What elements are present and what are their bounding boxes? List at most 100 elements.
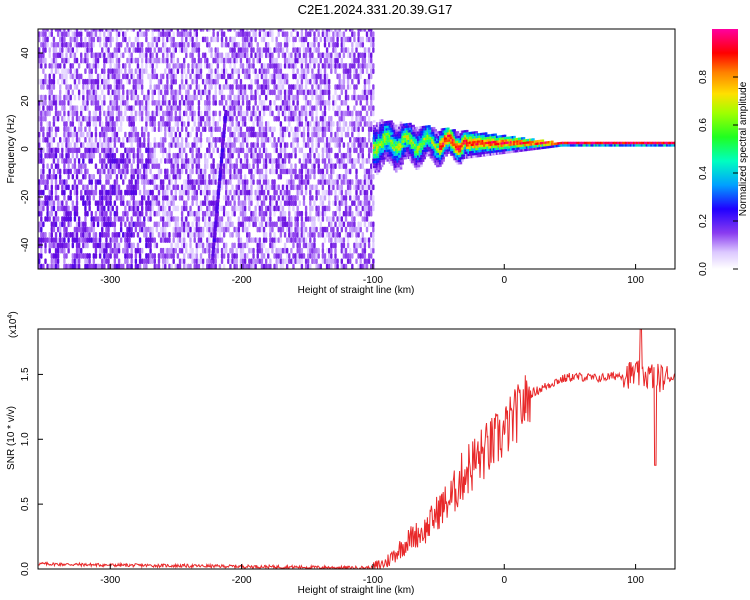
- spectrogram-cell: [75, 200, 79, 206]
- spectrogram-cell: [304, 258, 308, 265]
- spectrogram-cell: [187, 31, 190, 37]
- spectrogram-cell: [340, 226, 344, 233]
- spectrogram-cell: [237, 31, 241, 37]
- spectrogram-cell: [38, 94, 41, 101]
- spectrogram-cell: [269, 258, 272, 265]
- spectrogram-cell: [63, 100, 66, 106]
- spectrogram-cell: [250, 184, 253, 191]
- spectrogram-cell: [233, 195, 236, 201]
- spectrogram-cell: [281, 184, 285, 191]
- spectrogram-cell: [92, 173, 96, 180]
- spectrogram-cell: [367, 200, 371, 206]
- spectrogram-cell: [294, 126, 297, 133]
- spectrogram-cell: [109, 105, 112, 111]
- spectrogram-cell: [155, 226, 159, 233]
- spectrogram-cell: [294, 232, 297, 238]
- spectrogram-cell: [218, 126, 222, 133]
- spectrogram-cell: [161, 232, 165, 238]
- spectrogram-cell: [306, 137, 310, 143]
- spectrogram-cell: [330, 184, 333, 191]
- spectrogram-cell: [220, 226, 224, 233]
- spectrogram-cell: [363, 29, 367, 32]
- spectrogram-cell: [298, 189, 301, 196]
- spectrogram-cell: [279, 158, 283, 164]
- spectrogram-cell: [365, 237, 369, 243]
- spectrogram-cell: [279, 189, 283, 196]
- spectrogram-cell: [357, 78, 360, 85]
- spectrogram-cell: [96, 242, 100, 249]
- spectrogram-cell: [69, 94, 72, 101]
- spectrogram-cell: [185, 184, 188, 191]
- spectrogram-cell: [342, 152, 346, 159]
- spectrogram-cell: [351, 263, 354, 269]
- spectrogram-cell: [361, 232, 365, 238]
- spectrogram-cell: [143, 94, 146, 101]
- spectrogram-cell: [134, 200, 138, 206]
- spectrogram-cell: [260, 189, 264, 196]
- spectrogram-carrier-cell: [379, 157, 382, 161]
- spectrogram-cell: [75, 57, 79, 64]
- spectrogram-cell: [323, 115, 327, 122]
- spectrogram-carrier-cell: [372, 120, 376, 123]
- spectrogram-cell: [246, 57, 249, 64]
- spectrogram-cell: [109, 168, 112, 175]
- spectrogram-cell: [132, 47, 135, 53]
- spectrogram-cell: [248, 41, 251, 48]
- spectrogram-cell: [80, 152, 83, 159]
- spectrogram-cell: [113, 68, 117, 74]
- spectrogram-cell: [279, 47, 283, 53]
- spectrogram-cell: [235, 105, 238, 111]
- spectrogram-cell: [306, 142, 310, 148]
- spectrogram-cell: [105, 41, 108, 48]
- spectrogram-cell: [136, 163, 140, 169]
- spectrogram-cell: [342, 179, 346, 185]
- spectrogram-cell: [195, 263, 199, 269]
- spectrogram-cell: [346, 73, 350, 80]
- spectrogram-cell: [340, 31, 344, 37]
- spectrogram-carrier-cell: [372, 165, 376, 169]
- spectrogram-cell: [98, 137, 102, 143]
- spectrogram-cell: [195, 189, 199, 196]
- spectrogram-cell: [344, 247, 348, 254]
- spectrogram-cell: [67, 41, 70, 48]
- spectrogram-cell: [252, 47, 255, 53]
- spectrogram-cell: [315, 115, 318, 122]
- spectrogram-cell: [48, 105, 51, 111]
- spectrogram-cell: [313, 242, 316, 249]
- spectrogram-cell: [88, 68, 91, 74]
- spectrogram-cell: [48, 242, 51, 249]
- spectrogram-cell: [229, 173, 232, 180]
- spectrogram-cell: [195, 258, 199, 265]
- spectrogram-cell: [182, 263, 186, 269]
- spectrogram-cell: [229, 89, 232, 96]
- spectrogram-cell: [325, 84, 329, 90]
- spectrogram-cell: [309, 247, 312, 254]
- spectrogram-cell: [77, 63, 81, 69]
- spectrogram-cell: [67, 247, 70, 254]
- spectrogram-cell: [248, 115, 251, 122]
- spectrogram-cell: [176, 253, 180, 259]
- spectrogram-cell: [117, 68, 121, 74]
- spectrogram-cell: [115, 131, 119, 138]
- spectrogram-carrier-cell: [372, 161, 376, 164]
- spectrogram-cell: [48, 216, 51, 222]
- spectrogram-cell: [103, 52, 106, 59]
- spectrogram-streak-cell: [212, 239, 216, 246]
- spectrogram-cell: [75, 36, 79, 43]
- spectrogram-cell: [178, 263, 182, 269]
- spectrogram-cell: [300, 184, 304, 191]
- spectrogram-cell: [304, 158, 308, 164]
- spectrogram-cell: [361, 200, 365, 206]
- spectrogram-cell: [262, 210, 266, 217]
- spectrogram-cell: [86, 168, 89, 175]
- spectrogram-cell: [306, 52, 310, 59]
- spectrogram-cell: [340, 258, 344, 265]
- spectrogram-cell: [346, 232, 350, 238]
- spectrogram-cell: [155, 52, 159, 59]
- spectrogram-cell: [260, 84, 264, 90]
- spectrogram-cell: [271, 110, 274, 117]
- spectrogram-carrier-cell: [383, 133, 387, 136]
- spectrogram-cell: [269, 105, 272, 111]
- spectrogram-cell: [161, 226, 165, 233]
- spectrogram-cell: [65, 47, 68, 53]
